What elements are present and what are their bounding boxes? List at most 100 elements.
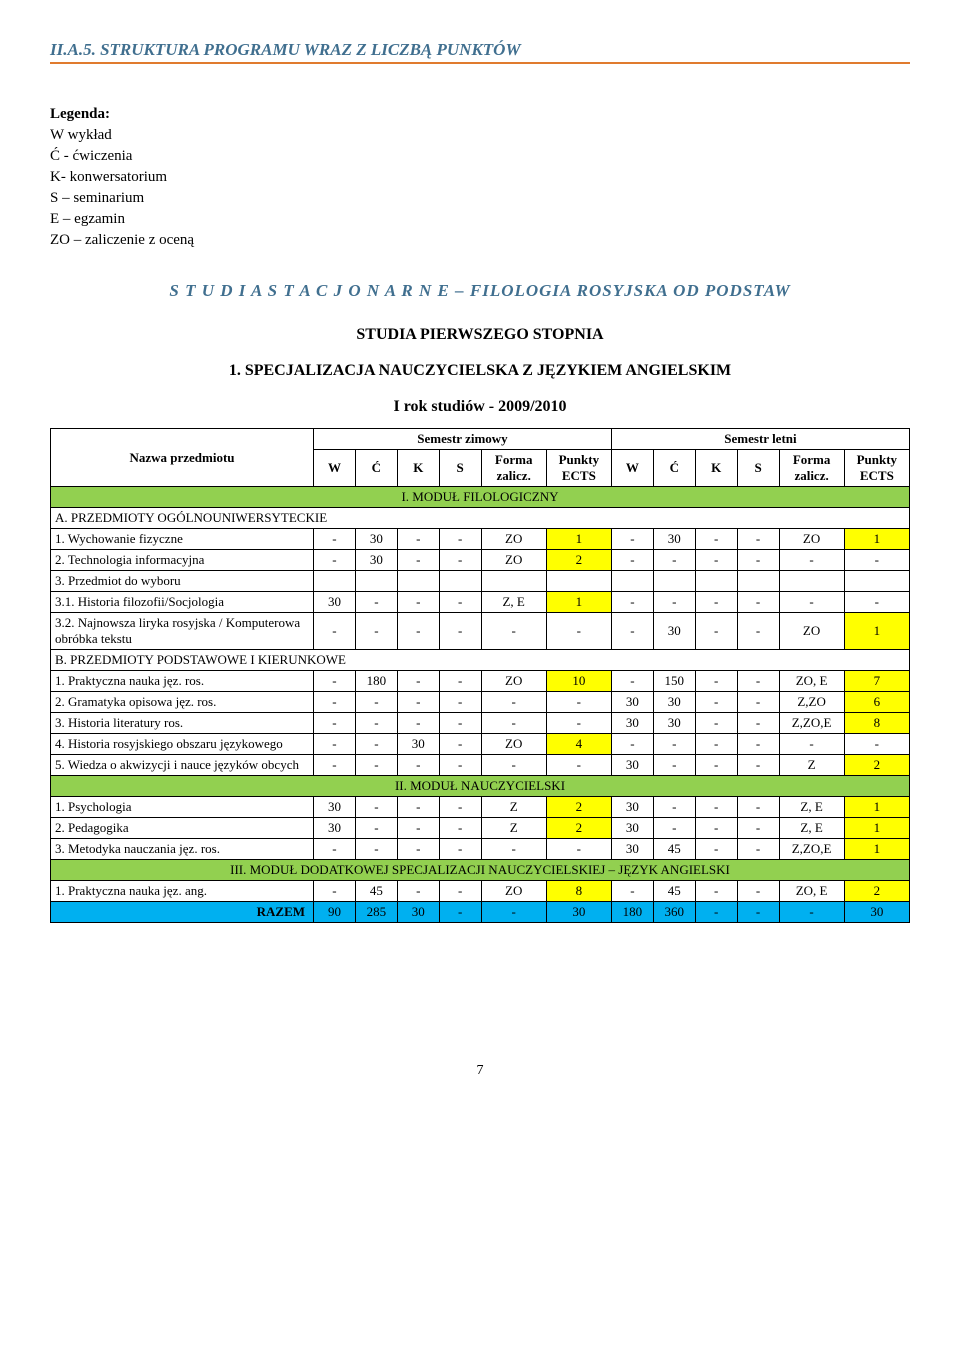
subsection-row: A. PRZEDMIOTY OGÓLNOUNIWERSYTECKIE [51,508,910,529]
value-cell: - [397,671,439,692]
value-cell: 2 [844,881,909,902]
value-cell: 1 [844,839,909,860]
value-cell: - [314,755,356,776]
value-cell: - [439,592,481,613]
value-cell: - [397,755,439,776]
value-cell: - [737,797,779,818]
value-cell: - [397,592,439,613]
value-cell: - [481,713,546,734]
totals-row: RAZEM9028530--30180360---30 [51,902,910,923]
value-cell: - [481,613,546,650]
value-cell: - [397,818,439,839]
value-cell: - [611,734,653,755]
subject-name: 3. Przedmiot do wyboru [51,571,314,592]
value-cell: 30 [653,613,695,650]
value-cell: - [397,713,439,734]
value-cell: - [397,839,439,860]
value-cell: - [439,613,481,650]
value-cell: 7 [844,671,909,692]
value-cell: - [397,692,439,713]
value-cell: 1 [844,797,909,818]
value-cell: - [779,734,844,755]
value-cell: - [844,550,909,571]
value-cell: 30 [611,692,653,713]
value-cell: - [314,881,356,902]
value-cell: 8 [546,881,611,902]
subject-name: 1. Praktyczna nauka jęz. ang. [51,881,314,902]
table-row: 3.2. Najnowsza liryka rosyjska / Kompute… [51,613,910,650]
value-cell: ZO [481,881,546,902]
value-cell: 30 [397,902,439,923]
table-row: 3. Metodyka nauczania jęz. ros.------304… [51,839,910,860]
value-cell: - [439,692,481,713]
subsection-label: B. PRZEDMIOTY PODSTAWOWE I KIERUNKOWE [51,650,910,671]
value-cell: - [439,671,481,692]
col-header: K [695,450,737,487]
value-cell: - [439,713,481,734]
value-cell: - [737,529,779,550]
value-cell: - [695,592,737,613]
subject-name: 3.2. Najnowsza liryka rosyjska / Kompute… [51,613,314,650]
value-cell: - [653,550,695,571]
value-cell: - [355,755,397,776]
value-cell: - [695,713,737,734]
value-cell: 1 [844,529,909,550]
degree-level: STUDIA PIERWSZEGO STOPNIA [50,326,910,344]
value-cell: 2 [546,550,611,571]
col-header: Forma zalicz. [481,450,546,487]
value-cell [653,571,695,592]
value-cell: 30 [546,902,611,923]
value-cell: - [695,839,737,860]
value-cell: - [611,592,653,613]
col-header: W [314,450,356,487]
value-cell [546,571,611,592]
value-cell: - [611,671,653,692]
value-cell: - [439,734,481,755]
value-cell: 2 [546,797,611,818]
value-cell: Z, E [481,592,546,613]
value-cell: - [397,550,439,571]
value-cell: Z [481,818,546,839]
value-cell: - [653,797,695,818]
value-cell: - [397,881,439,902]
value-cell: 30 [314,592,356,613]
legend-line: E – egzamin [50,209,910,230]
value-cell: 2 [844,755,909,776]
section-label: III. MODUŁ DODATKOWEJ SPECJALIZACJI NAUC… [51,860,910,881]
legend-line: K- konwersatorium [50,167,910,188]
value-cell: - [355,613,397,650]
value-cell: 30 [611,818,653,839]
col-header: K [397,450,439,487]
page-number: 7 [50,1063,910,1079]
value-cell: 90 [314,902,356,923]
value-cell: - [439,755,481,776]
value-cell [737,571,779,592]
value-cell: - [737,881,779,902]
value-cell: - [611,529,653,550]
table-row: 1. Praktyczna nauka jęz. ang.-45--ZO8-45… [51,881,910,902]
value-cell: - [779,902,844,923]
value-cell: - [695,734,737,755]
value-cell: 2 [546,818,611,839]
header-row: Nazwa przedmiotuSemestr zimowySemestr le… [51,429,910,450]
value-cell [397,571,439,592]
subject-name: 2. Technologia informacyjna [51,550,314,571]
value-cell: - [546,755,611,776]
value-cell: - [355,839,397,860]
value-cell [314,571,356,592]
value-cell: - [397,613,439,650]
value-cell: ZO [481,671,546,692]
value-cell: - [439,839,481,860]
value-cell: - [439,902,481,923]
year-info: I rok studiów - 2009/2010 [50,398,910,416]
subsection-label: A. PRZEDMIOTY OGÓLNOUNIWERSYTECKIE [51,508,910,529]
col-winter: Semestr zimowy [314,429,612,450]
value-cell: 285 [355,902,397,923]
legend-line: ZO – zaliczenie z oceną [50,230,910,251]
value-cell: - [481,902,546,923]
value-cell: - [611,550,653,571]
value-cell: 45 [653,881,695,902]
value-cell: - [737,734,779,755]
value-cell: Z,ZO [779,692,844,713]
col-header: S [439,450,481,487]
